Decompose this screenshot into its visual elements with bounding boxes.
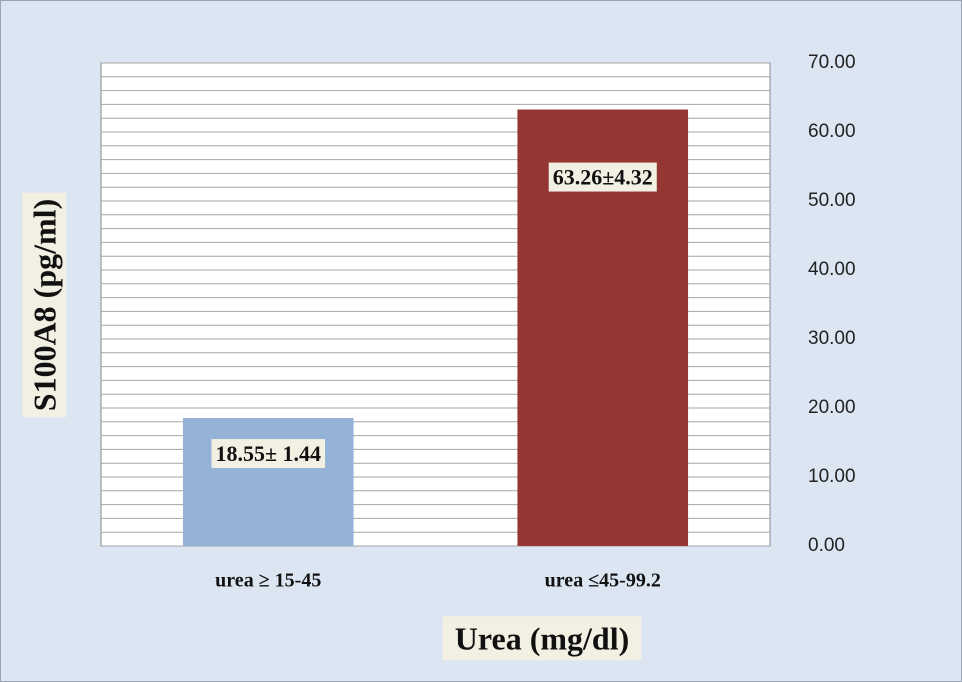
y-tick-label: 50.00 (808, 190, 856, 211)
x-tick-label: urea ≥ 15-45 (215, 570, 321, 592)
x-tick-label: urea ≤45-99.2 (545, 570, 661, 592)
y-tick-label: 70.00 (808, 52, 856, 73)
y-tick-label: 40.00 (808, 259, 856, 280)
y-tick-label: 30.00 (808, 328, 856, 349)
x-axis-title: Urea (mg/dl) (455, 620, 629, 656)
x-axis-title-box (442, 616, 642, 661)
data-label: 18.55± 1.44 (215, 441, 321, 466)
y-tick-label: 0.00 (808, 535, 845, 556)
bar (182, 418, 354, 546)
data-label-box (211, 439, 326, 469)
y-axis-title-box (22, 192, 67, 418)
y-axis-title: S100A8 (pg/ml) (26, 199, 62, 411)
y-tick-label: 10.00 (808, 466, 856, 487)
data-label: 63.26±4.32 (553, 165, 653, 190)
y-tick-label: 20.00 (808, 397, 856, 418)
data-label-box (548, 162, 657, 192)
y-tick-label: 60.00 (808, 121, 856, 142)
